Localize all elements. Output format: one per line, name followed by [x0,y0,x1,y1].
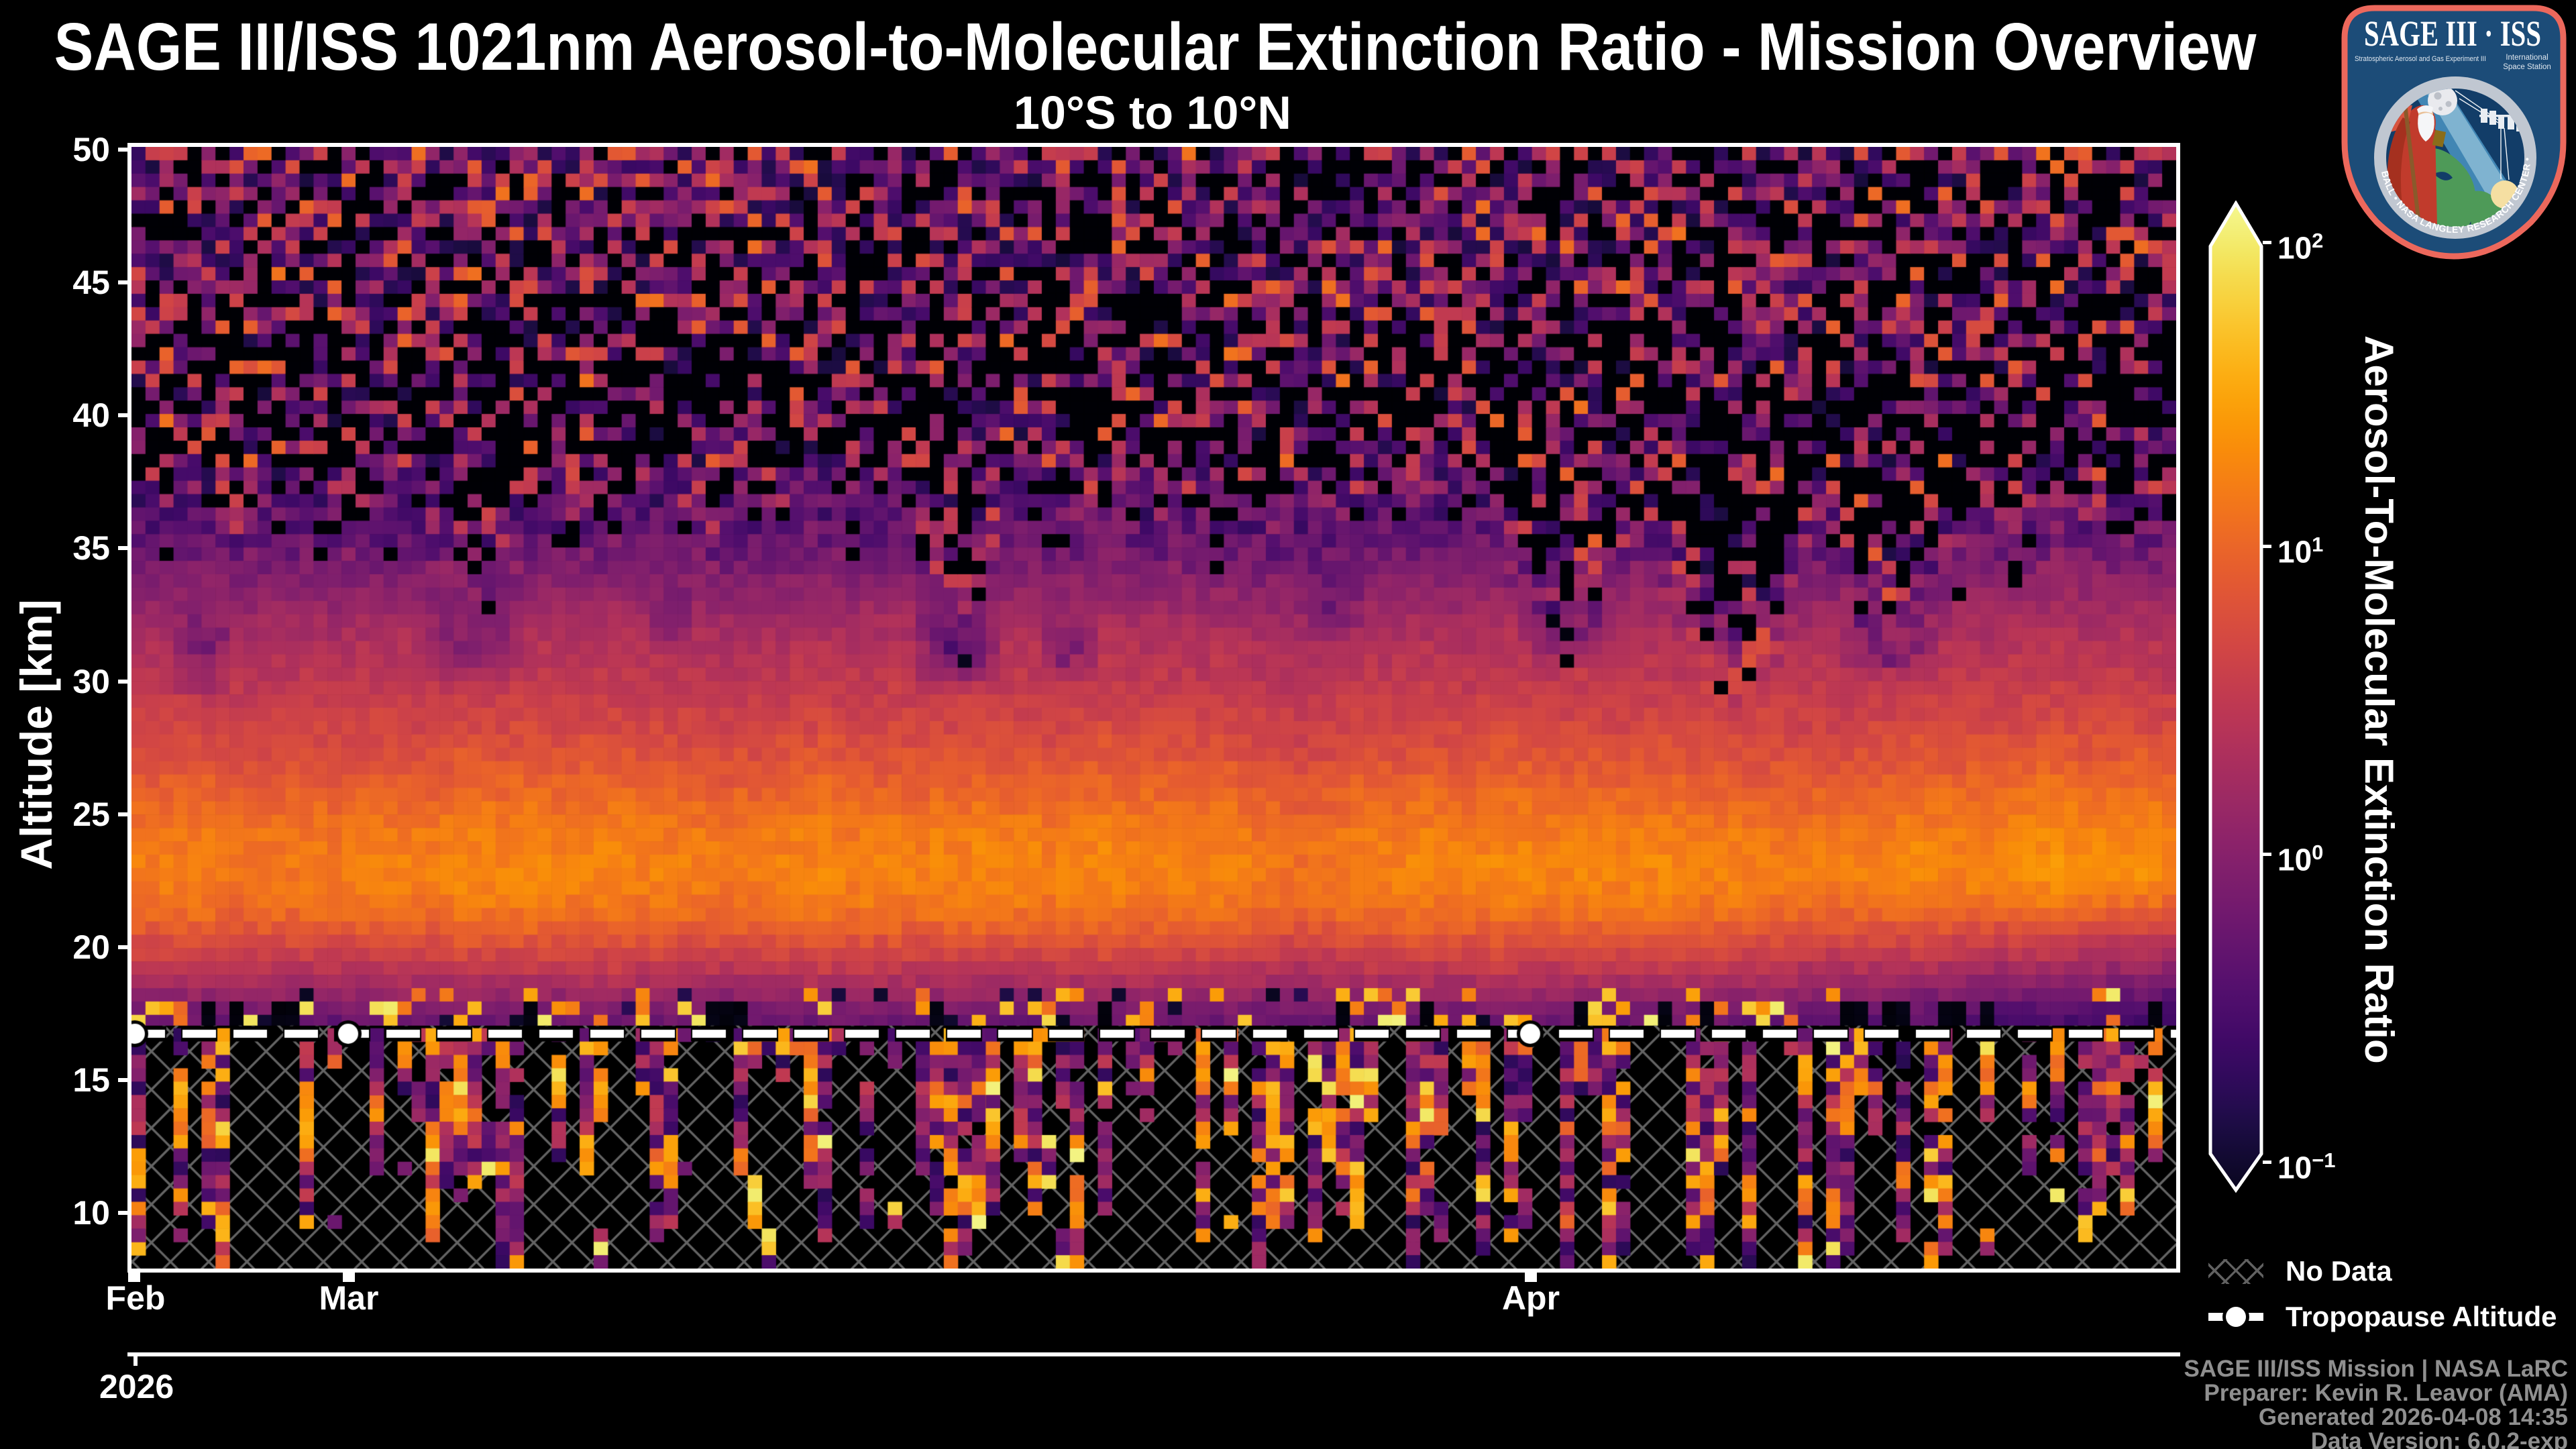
svg-text:International: International [2506,54,2548,62]
svg-text:SAGE III · ISS: SAGE III · ISS [2364,13,2541,54]
svg-text:Stratospheric Aerosol and Gas: Stratospheric Aerosol and Gas Experiment… [2355,55,2486,63]
svg-text:Space Station: Space Station [2503,63,2551,71]
